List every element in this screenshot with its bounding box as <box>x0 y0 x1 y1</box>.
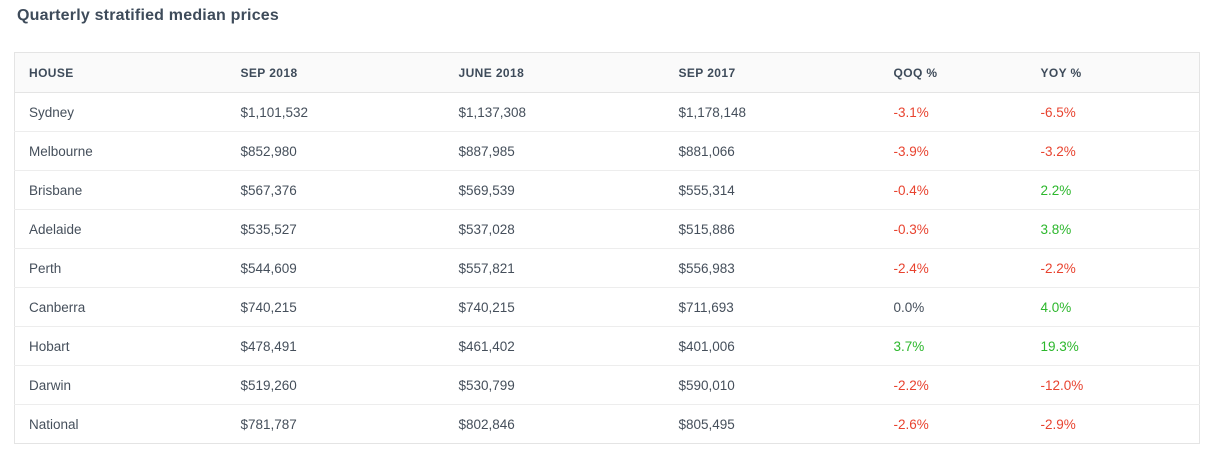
price-cell: $740,215 <box>444 287 665 327</box>
price-cell: $519,260 <box>226 365 445 405</box>
yoy-cell: 19.3% <box>1026 326 1200 366</box>
column-header-june2018: JUNE 2018 <box>444 52 665 93</box>
table-row-sydney: Sydney $1,101,532 $1,137,308 $1,178,148 … <box>14 92 1200 132</box>
table-row-adelaide: Adelaide $535,527 $537,028 $515,886 -0.3… <box>14 209 1200 249</box>
price-cell: $537,028 <box>444 209 665 249</box>
column-header-qoq: QOQ % <box>879 52 1027 93</box>
price-cell: $530,799 <box>444 365 665 405</box>
table-row-canberra: Canberra $740,215 $740,215 $711,693 0.0%… <box>14 287 1200 327</box>
yoy-cell: -3.2% <box>1026 131 1200 171</box>
house-cell: Perth <box>14 248 227 288</box>
house-cell: Hobart <box>14 326 227 366</box>
qoq-cell: -2.2% <box>879 365 1027 405</box>
price-cell: $461,402 <box>444 326 665 366</box>
house-cell: Canberra <box>14 287 227 327</box>
qoq-cell: -3.1% <box>879 92 1027 132</box>
price-cell: $740,215 <box>226 287 445 327</box>
house-cell: Melbourne <box>14 131 227 171</box>
table-row-hobart: Hobart $478,491 $461,402 $401,006 3.7% 1… <box>14 326 1200 366</box>
column-header-sep2017: SEP 2017 <box>664 52 880 93</box>
yoy-cell: -6.5% <box>1026 92 1200 132</box>
table-header: HOUSE SEP 2018 JUNE 2018 SEP 2017 QOQ % … <box>14 52 1200 93</box>
median-prices-table-container: HOUSE SEP 2018 JUNE 2018 SEP 2017 QOQ % … <box>14 52 1200 444</box>
price-cell: $1,178,148 <box>664 92 880 132</box>
price-cell: $1,101,532 <box>226 92 445 132</box>
price-cell: $711,693 <box>664 287 880 327</box>
price-cell: $1,137,308 <box>444 92 665 132</box>
price-cell: $478,491 <box>226 326 445 366</box>
price-cell: $557,821 <box>444 248 665 288</box>
qoq-cell: -2.4% <box>879 248 1027 288</box>
median-prices-table: HOUSE SEP 2018 JUNE 2018 SEP 2017 QOQ % … <box>14 52 1200 444</box>
price-cell: $887,985 <box>444 131 665 171</box>
price-cell: $544,609 <box>226 248 445 288</box>
table-row-melbourne: Melbourne $852,980 $887,985 $881,066 -3.… <box>14 131 1200 171</box>
price-cell: $556,983 <box>664 248 880 288</box>
yoy-cell: 4.0% <box>1026 287 1200 327</box>
house-cell: Darwin <box>14 365 227 405</box>
table-row-brisbane: Brisbane $567,376 $569,539 $555,314 -0.4… <box>14 170 1200 210</box>
table-row-darwin: Darwin $519,260 $530,799 $590,010 -2.2% … <box>14 365 1200 405</box>
yoy-cell: 2.2% <box>1026 170 1200 210</box>
header-row: HOUSE SEP 2018 JUNE 2018 SEP 2017 QOQ % … <box>14 52 1200 93</box>
column-header-house: HOUSE <box>14 52 227 93</box>
page-title: Quarterly stratified median prices <box>17 7 280 24</box>
qoq-cell: 0.0% <box>879 287 1027 327</box>
table-row-national: National $781,787 $802,846 $805,495 -2.6… <box>15 405 1200 444</box>
yoy-cell: 3.8% <box>1026 209 1200 249</box>
price-cell: $802,846 <box>458 416 515 432</box>
house-cell: Brisbane <box>14 170 227 210</box>
column-header-sep2018: SEP 2018 <box>226 52 445 93</box>
price-cell: $535,527 <box>226 209 445 249</box>
price-cell: $401,006 <box>664 326 880 366</box>
price-cell: $852,980 <box>226 131 445 171</box>
qoq-cell: -0.4% <box>879 170 1027 210</box>
column-header-yoy: YOY % <box>1026 52 1200 93</box>
house-cell: Sydney <box>14 92 227 132</box>
qoq-cell: -0.3% <box>879 209 1027 249</box>
house-cell: Adelaide <box>14 209 227 249</box>
yoy-cell: -2.2% <box>1026 248 1200 288</box>
price-cell: $881,066 <box>664 131 880 171</box>
table-body: Sydney $1,101,532 $1,137,308 $1,178,148 … <box>14 92 1200 444</box>
price-cell: $781,787 <box>240 416 297 432</box>
house-cell: National <box>29 416 79 432</box>
qoq-cell: -3.9% <box>879 131 1027 171</box>
price-cell: $590,010 <box>664 365 880 405</box>
price-cell: $515,886 <box>664 209 880 249</box>
price-cell: $567,376 <box>226 170 445 210</box>
yoy-cell: -12.0% <box>1026 365 1200 405</box>
price-cell: $555,314 <box>664 170 880 210</box>
price-cell: $569,539 <box>444 170 665 210</box>
table-row-perth: Perth $544,609 $557,821 $556,983 -2.4% -… <box>14 248 1200 288</box>
qoq-cell: -2.6% <box>893 416 929 432</box>
price-cell: $805,495 <box>678 416 735 432</box>
qoq-cell: 3.7% <box>879 326 1027 366</box>
yoy-cell: -2.9% <box>1040 416 1076 432</box>
